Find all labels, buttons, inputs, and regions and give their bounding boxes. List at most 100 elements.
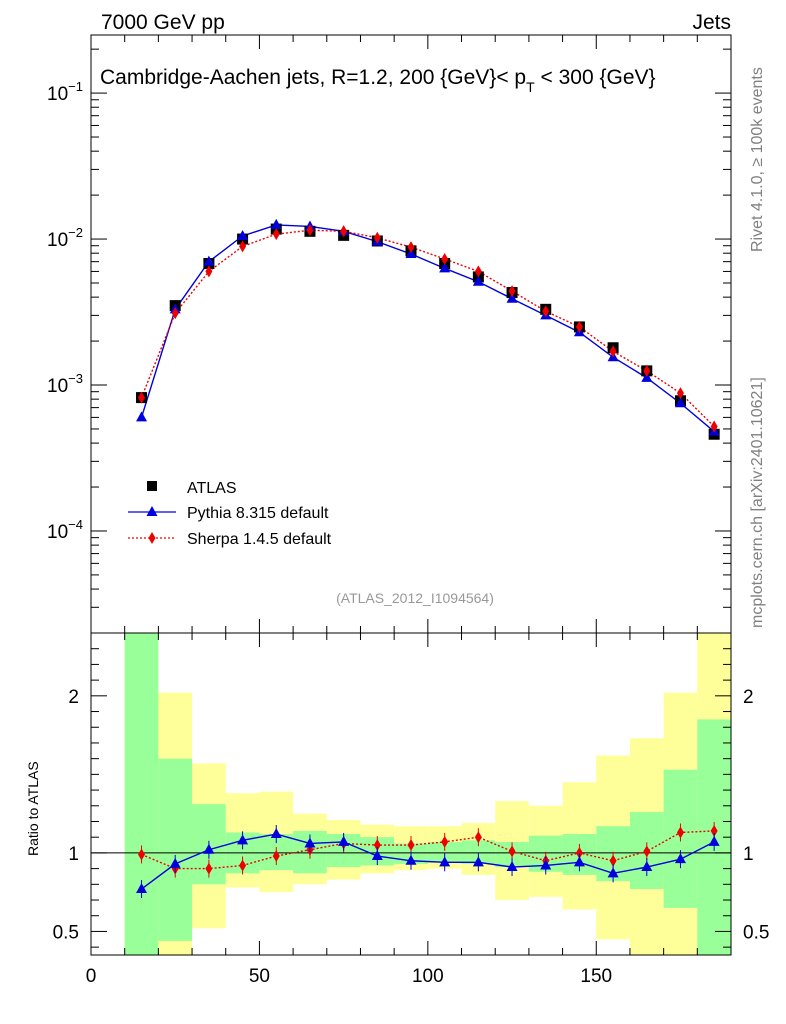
ratio-y-tick-label-left: 1: [68, 844, 79, 865]
ratio-ylabel: Ratio to ATLAS: [25, 761, 41, 856]
sherpa-point: [340, 225, 348, 238]
sherpa-point: [407, 241, 415, 254]
sherpa-ratio-line: [141, 830, 715, 870]
pythia-point: [472, 275, 484, 286]
sherpa-point: [205, 265, 213, 278]
pythia-point: [506, 292, 518, 303]
sherpa-point: [474, 265, 482, 278]
pythia-ratio-point: [270, 828, 282, 839]
sherpa-ratio-point: [239, 859, 247, 872]
pythia-ratio-point: [203, 843, 215, 854]
x-tick-label: 50: [249, 966, 270, 987]
pythia-ratio-point: [506, 861, 518, 872]
pythia-ratio-point: [405, 854, 417, 865]
y-tick-label: 10−1: [47, 79, 83, 105]
sherpa-ratio-point: [676, 826, 684, 839]
sherpa-point: [575, 320, 583, 333]
pythia-point: [237, 229, 249, 240]
sherpa-point: [643, 364, 651, 377]
pythia-point: [136, 411, 148, 422]
sherpa-point: [239, 240, 247, 253]
sherpa-ratio-point: [575, 846, 583, 859]
rivet-label: Rivet 4.1.0, ≥ 100k events: [749, 67, 766, 252]
sherpa-point: [710, 420, 718, 433]
y-tick-label: 10−4: [47, 517, 83, 543]
pythia-point: [674, 397, 686, 408]
ratio-y-tick-label-left: 2: [68, 687, 79, 708]
main-panel: 10−1 10−2 10−3 10−4: [47, 34, 732, 634]
legend: ATLAS Pythia 8.315 default Sherpa 1.4.5 …: [128, 480, 332, 548]
green-band-bin: [124, 633, 159, 955]
ratio-y-tick-label-left: 0.5: [53, 922, 79, 943]
header-left: 7000 GeV pp: [101, 11, 225, 34]
plot-title-sub: T: [526, 79, 535, 95]
sherpa-line: [140, 229, 715, 427]
pythia-ratio-line: [141, 833, 715, 890]
y-tick-label: 10−3: [47, 371, 83, 397]
plot-title-main: Cambridge-Aachen jets, R=1.2, 200 {GeV}<…: [100, 66, 526, 89]
sherpa-point: [508, 285, 516, 298]
pythia-ratio-point: [472, 856, 484, 867]
sherpa-ratio-point: [474, 831, 482, 844]
sherpa-point: [609, 345, 617, 358]
ratio-frame: [90, 632, 732, 956]
plot-title-tail: < 300 {GeV}: [535, 66, 656, 89]
analysis-id: (ATLAS_2012_I1094564): [336, 590, 494, 606]
x-tick-label: 0: [86, 966, 97, 987]
sherpa-point: [171, 307, 179, 320]
x-tick-label: 100: [412, 966, 444, 987]
sherpa-ratio-point: [508, 845, 516, 858]
pythia-ratio-point: [674, 853, 686, 864]
sherpa-ratio-point: [710, 824, 718, 837]
legend-pythia-marker: [146, 506, 158, 516]
ratio-y-tick-label-right: 2: [743, 687, 754, 708]
plot-title: Cambridge-Aachen jets, R=1.2, 200 {GeV}<…: [100, 66, 656, 95]
sherpa-ratio-point: [138, 848, 146, 861]
sherpa-point: [542, 305, 550, 318]
pythia-ratio-point: [237, 834, 249, 845]
y-tick-label: 10−2: [47, 225, 83, 251]
sherpa-ratio-point: [272, 850, 280, 863]
legend-atlas-marker: [147, 481, 157, 491]
sherpa-ratio-point: [373, 839, 381, 852]
pythia-ratio-point: [708, 835, 720, 846]
pythia-ratio-point: [338, 835, 350, 846]
x-tick-label: 150: [580, 966, 612, 987]
pythia-ratio-point: [439, 856, 451, 867]
mcplots-label: mcplots.cern.ch [arXiv:2401.10621]: [749, 377, 766, 628]
sherpa-point: [676, 387, 684, 400]
sherpa-ratio-point: [407, 839, 415, 852]
pythia-ratio-point: [136, 883, 148, 894]
pythia-ratio-point: [371, 850, 383, 861]
pythia-point: [270, 218, 282, 229]
pythia-point: [203, 255, 215, 266]
ratio-panel: 0.5 0.5 1 1 2 2 0 50 100 150: [53, 632, 769, 987]
ratio-y-tick-label-right: 0.5: [743, 922, 769, 943]
sherpa-point: [138, 391, 146, 404]
legend-atlas-label: ATLAS: [187, 480, 237, 497]
pythia-ratio-point: [540, 859, 552, 870]
sherpa-ratio-point: [643, 845, 651, 858]
sherpa-point: [441, 252, 449, 265]
green-band-bin: [158, 758, 193, 941]
legend-sherpa-marker: [148, 532, 156, 544]
sherpa-point: [373, 231, 381, 244]
legend-sherpa-label: Sherpa 1.4.5 default: [187, 531, 332, 548]
pythia-ratio-point: [641, 861, 653, 872]
sherpa-ratio-point: [205, 862, 213, 875]
pythia-ratio-point: [607, 867, 619, 878]
sherpa-ratio-point: [609, 854, 617, 867]
green-band-bin: [427, 841, 462, 863]
ratio-y-tick-label-right: 1: [743, 844, 754, 865]
green-band-bin: [461, 840, 496, 864]
legend-pythia-label: Pythia 8.315 default: [187, 505, 329, 522]
sherpa-ratio-point: [441, 835, 449, 848]
pythia-line: [140, 224, 715, 433]
pythia-ratio-point: [573, 856, 585, 867]
sherpa-point: [306, 224, 314, 237]
pythia-ratio-point: [304, 837, 316, 848]
sherpa-point: [272, 228, 280, 241]
pythia-point: [439, 262, 451, 273]
pythia-ratio-point: [169, 857, 181, 868]
